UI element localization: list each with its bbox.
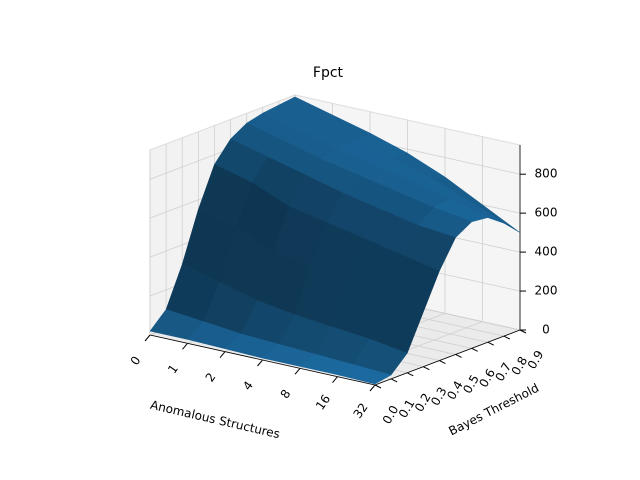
- y-tick: [423, 366, 430, 371]
- y-tick: [487, 341, 495, 346]
- x-tick-label: 1: [165, 362, 181, 376]
- x-tick-label: 8: [278, 387, 294, 401]
- y-tick-label: 0.9: [525, 348, 547, 372]
- y-tick: [390, 378, 398, 383]
- x-tick: [257, 359, 263, 367]
- y-tick: [471, 347, 478, 352]
- x-tick-label: 2: [203, 370, 219, 384]
- x-axis: [149, 334, 376, 386]
- z-tick-label: 800: [535, 167, 558, 181]
- x-tick: [332, 376, 338, 383]
- surface-patch: [336, 364, 392, 385]
- z-tick-label: 0: [542, 323, 550, 337]
- y-tick: [439, 360, 446, 365]
- y-axis: [374, 329, 521, 386]
- y-tick: [406, 372, 414, 377]
- z-tick-label: 400: [535, 245, 558, 259]
- z-tick-label: 200: [535, 284, 558, 298]
- x-tick: [369, 384, 376, 392]
- x-tick-label: 16: [313, 392, 333, 413]
- x-tick: [182, 343, 188, 350]
- y-tick: [374, 384, 382, 389]
- x-tick: [144, 334, 151, 342]
- x-tick-label: 0: [128, 354, 144, 368]
- y-tick: [503, 335, 511, 340]
- x-tick: [294, 368, 301, 375]
- x-tick-label: 4: [240, 379, 256, 393]
- chart-title: Fpct: [313, 65, 344, 81]
- x-tick: [219, 351, 226, 358]
- x-tick-label: 32: [350, 400, 370, 421]
- x-axis-label: Anomalous Structures: [149, 398, 281, 441]
- z-tick-label: 600: [535, 206, 558, 220]
- y-tick: [455, 353, 462, 358]
